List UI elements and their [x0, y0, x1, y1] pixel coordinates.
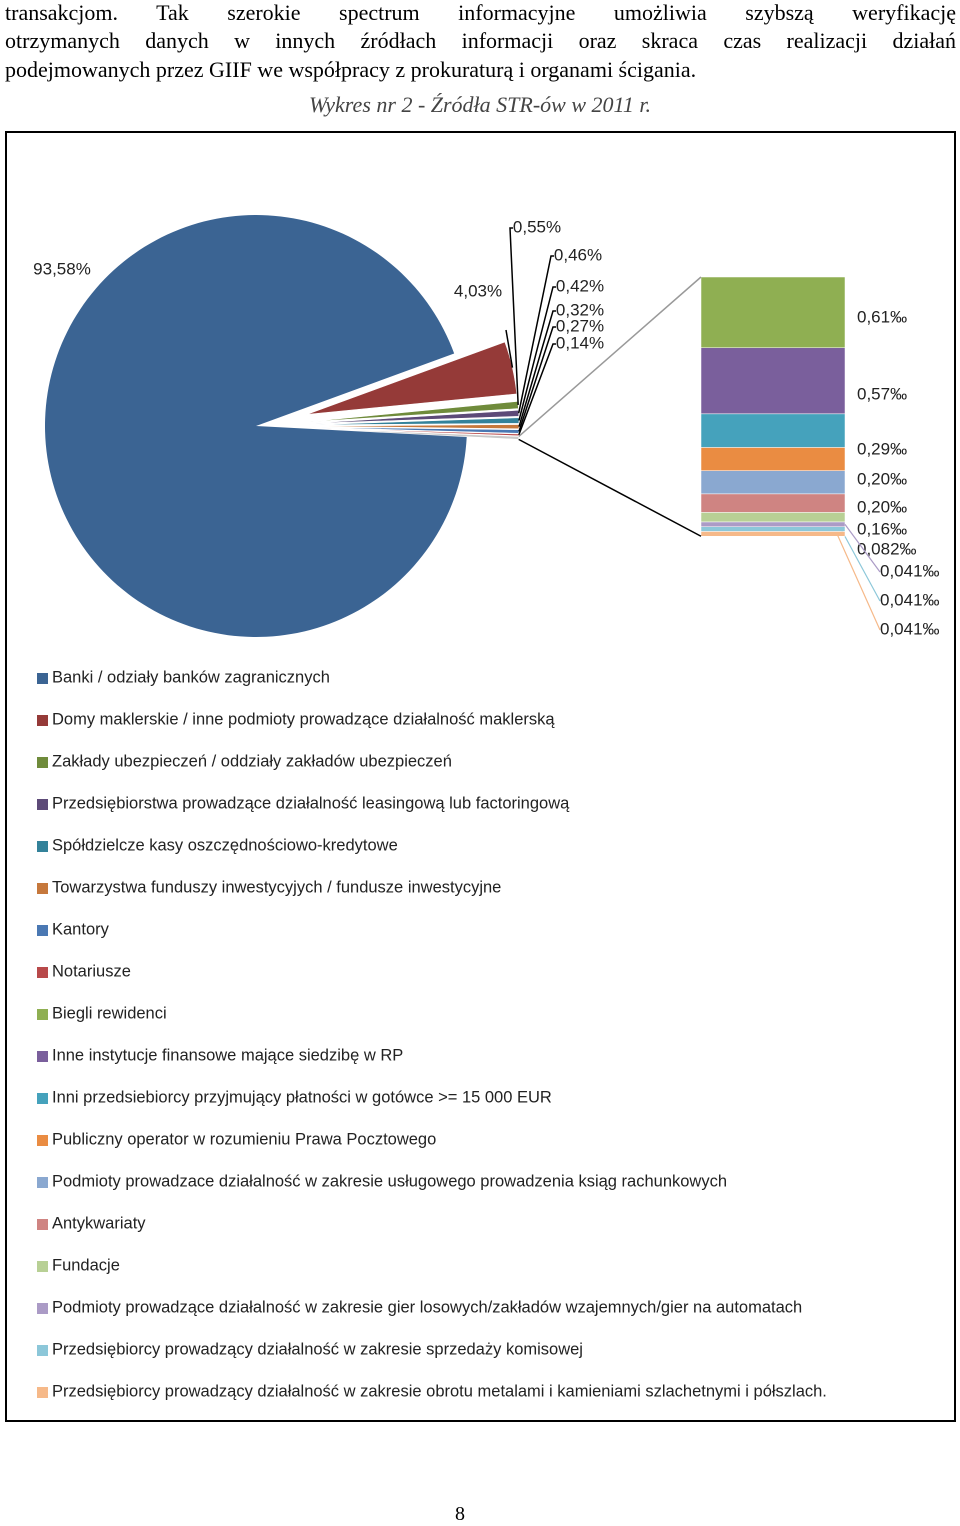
bar-value-label: 0,20‰ [857, 497, 907, 516]
legend-swatch [37, 1261, 48, 1272]
pie-value-label: 0,32% [556, 300, 604, 319]
bar-segment [700, 413, 846, 448]
legend-swatch [37, 673, 48, 684]
legend-label: Inne instytucje finansowe mające siedzib… [52, 1046, 403, 1064]
page-number: 8 [455, 1503, 465, 1525]
legend-swatch [37, 1093, 48, 1104]
legend-swatch [37, 757, 48, 768]
legend-label: Biegli rewidenci [52, 1004, 167, 1022]
legend-swatch [37, 1303, 48, 1314]
chart-frame [5, 131, 956, 1422]
legend-label: Publiczny operator w rozumieniu Prawa Po… [52, 1130, 436, 1148]
pie-slice [306, 341, 518, 415]
legend-label: Notariusze [52, 962, 131, 980]
legend-swatch [37, 799, 48, 810]
bar-value-label: 0,57‰ [857, 384, 907, 403]
leader-line [505, 329, 514, 368]
legend-swatch [37, 1345, 48, 1356]
pie-value-label: 0,46% [554, 245, 602, 264]
bar-segment [700, 276, 846, 349]
legend-label: Przedsiębiorcy prowadzący działalność w … [52, 1340, 583, 1358]
bar-segment [700, 447, 846, 471]
paragraph-line: transakcjom. Tak szerokie spectrum infor… [5, 0, 956, 25]
legend-label: Podmioty prowadzące działalność w zakres… [52, 1298, 802, 1316]
connector [518, 276, 702, 438]
bar-segment [700, 512, 846, 523]
legend-swatch [37, 1387, 48, 1398]
legend-label: Kantory [52, 920, 110, 938]
legend-label: Antykwariaty [52, 1214, 146, 1232]
legend-swatch [37, 967, 48, 978]
pie-value-label: 93,58% [33, 259, 91, 278]
bar-value-label: 0,61‰ [857, 307, 907, 326]
bar-segment [700, 470, 846, 495]
leader-line [518, 286, 556, 421]
pie-value-label: 4,03% [454, 281, 502, 300]
legend-label: Fundacje [52, 1256, 120, 1274]
pie-value-label: 0,42% [556, 276, 604, 295]
legend-label: Przedsiębiorstwa prowadzące działalność … [52, 794, 570, 812]
leader-line [836, 533, 881, 631]
bar-value-label: 0,041‰ [880, 561, 940, 580]
legend-label: Inni przedsiebiorcy przyjmujący płatnośc… [52, 1088, 552, 1106]
legend-swatch [37, 1009, 48, 1020]
connector [518, 438, 702, 537]
leader-line [509, 227, 519, 405]
legend-swatch [37, 883, 48, 894]
legend-label: Podmioty prowadzace działalność w zakres… [52, 1172, 727, 1190]
legend-label: Przedsiębiorcy prowadzący działalność w … [52, 1382, 827, 1400]
bar-segment [700, 493, 846, 513]
legend-swatch [37, 1177, 48, 1188]
legend-swatch [37, 1051, 48, 1062]
legend-label: Spółdzielcze kasy oszczędnościowo-kredyt… [52, 836, 398, 854]
legend-swatch [37, 1219, 48, 1230]
bar-value-label: 0,041‰ [880, 619, 940, 638]
pie-slice [307, 428, 520, 440]
leader-line [518, 310, 556, 427]
legend-label: Zakłady ubezpieczeń / oddziały zakładów … [52, 752, 452, 770]
leader-line [517, 255, 554, 414]
legend-label: Banki / odziały banków zagranicznych [52, 668, 330, 686]
legend-label: Towarzystwa funduszy inwestycyjych / fun… [52, 878, 501, 896]
bar-value-label: 0,16‰ [857, 519, 907, 538]
bar-value-label: 0,20‰ [857, 469, 907, 488]
leader-line [840, 528, 881, 602]
leader-line [518, 326, 556, 432]
legend-swatch [37, 841, 48, 852]
bar-value-label: 0,29‰ [857, 439, 907, 458]
bar-value-label: 0,041‰ [880, 590, 940, 609]
pie-value-label: 0,55% [513, 217, 561, 236]
paragraph-line: otrzymanych danych w innych źródłach inf… [5, 28, 956, 53]
pie-value-label: 0,14% [556, 333, 604, 352]
pie-slice [45, 215, 467, 637]
legend-swatch [37, 925, 48, 936]
pie-value-label: 0,27% [556, 316, 604, 335]
leader-line [518, 343, 556, 436]
leader-line [844, 524, 881, 573]
bar-segment [700, 531, 846, 537]
bar-segment [700, 521, 846, 527]
paragraph-line: podejmowanych przez GIIF we współpracy z… [5, 57, 697, 82]
legend-swatch [37, 1135, 48, 1146]
bar-segment [700, 347, 846, 415]
bar-segment [700, 526, 846, 532]
legend-label: Domy maklerskie / inne podmioty prowadzą… [52, 710, 555, 728]
bar-value-label: 0,082‰ [857, 539, 917, 558]
caption: Wykres nr 2 - Źródła STR-ów w 2011 r. [308, 92, 652, 117]
legend-swatch [37, 715, 48, 726]
